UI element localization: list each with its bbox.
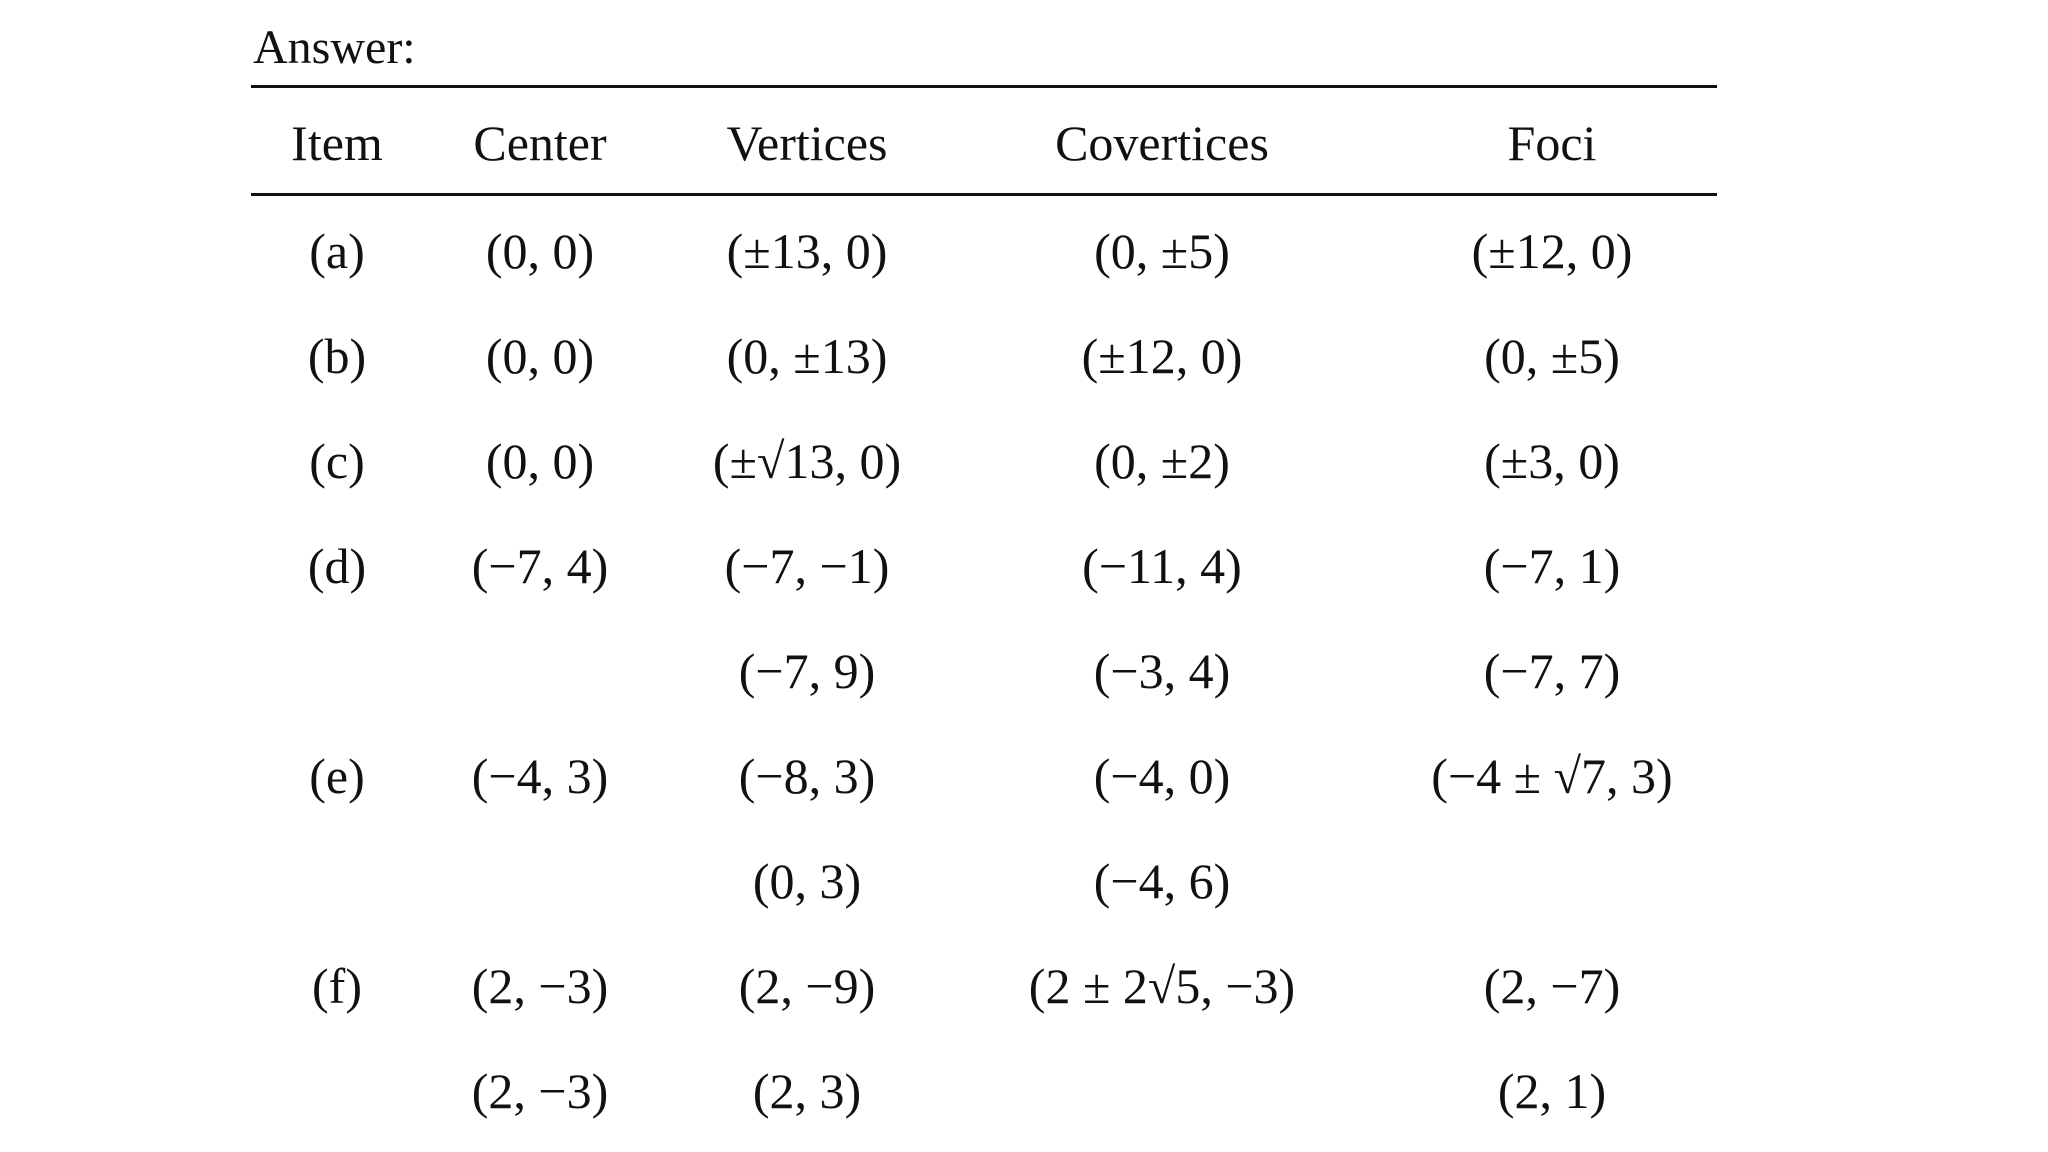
table-cell: (0, ±13) (726, 328, 888, 384)
table-cell: (−4, 6) (1093, 853, 1231, 909)
item-label: (c) (309, 433, 365, 489)
table-cell: (±13, 0) (726, 223, 888, 279)
table-cell: (0, ±5) (1484, 328, 1620, 384)
table-cell: (2, −3) (471, 958, 609, 1014)
table-cell: (−7, 7) (1483, 643, 1621, 699)
table-cell: (−8, 3) (738, 748, 876, 804)
table-cell: (−7, 1) (1483, 538, 1621, 594)
table-cell: (0, 0) (485, 223, 595, 279)
item-label: (d) (307, 538, 367, 594)
table-cell: (−4, 3) (471, 748, 609, 804)
header-rule (251, 193, 1717, 196)
table-cell: (−7, 9) (738, 643, 876, 699)
table-cell: (2, −7) (1483, 958, 1621, 1014)
column-header: Center (473, 115, 607, 171)
table-cell: (±3, 0) (1484, 433, 1620, 489)
item-label: (a) (309, 223, 365, 279)
item-label: (f) (312, 958, 362, 1014)
table-cell: (2, −9) (738, 958, 876, 1014)
column-header: Foci (1507, 115, 1597, 171)
item-label: (e) (309, 748, 365, 804)
column-header: Covertices (1055, 115, 1269, 171)
item-label: (b) (307, 328, 367, 384)
column-header: Vertices (726, 115, 888, 171)
table-cell: (0, 3) (752, 853, 862, 909)
table-cell: (2, −3) (471, 1063, 609, 1119)
table-cell: (0, 0) (485, 328, 595, 384)
table-cell: (2, 3) (752, 1063, 862, 1119)
table-cell: (−3, 4) (1093, 643, 1231, 699)
table-cell: (−4, 0) (1093, 748, 1231, 804)
top-rule (251, 85, 1717, 88)
table-cell: (−4 ± √7, 3) (1431, 748, 1673, 804)
table-cell: (2, 1) (1497, 1063, 1607, 1119)
table-cell: (0, 0) (485, 433, 595, 489)
column-header: Item (291, 115, 383, 171)
table-cell: (±12, 0) (1471, 223, 1633, 279)
table-cell: (−7, −1) (724, 538, 890, 594)
table-cell: (±√13, 0) (712, 433, 902, 489)
table-cell: (0, ±2) (1094, 433, 1230, 489)
table-cell: (±12, 0) (1081, 328, 1243, 384)
table-cell: (2 ± 2√5, −3) (1028, 958, 1296, 1014)
table-cell: (0, ±5) (1094, 223, 1230, 279)
table-cell: (−11, 4) (1082, 538, 1242, 594)
table-cell: (−7, 4) (471, 538, 609, 594)
answer-label: Answer: (253, 21, 416, 74)
